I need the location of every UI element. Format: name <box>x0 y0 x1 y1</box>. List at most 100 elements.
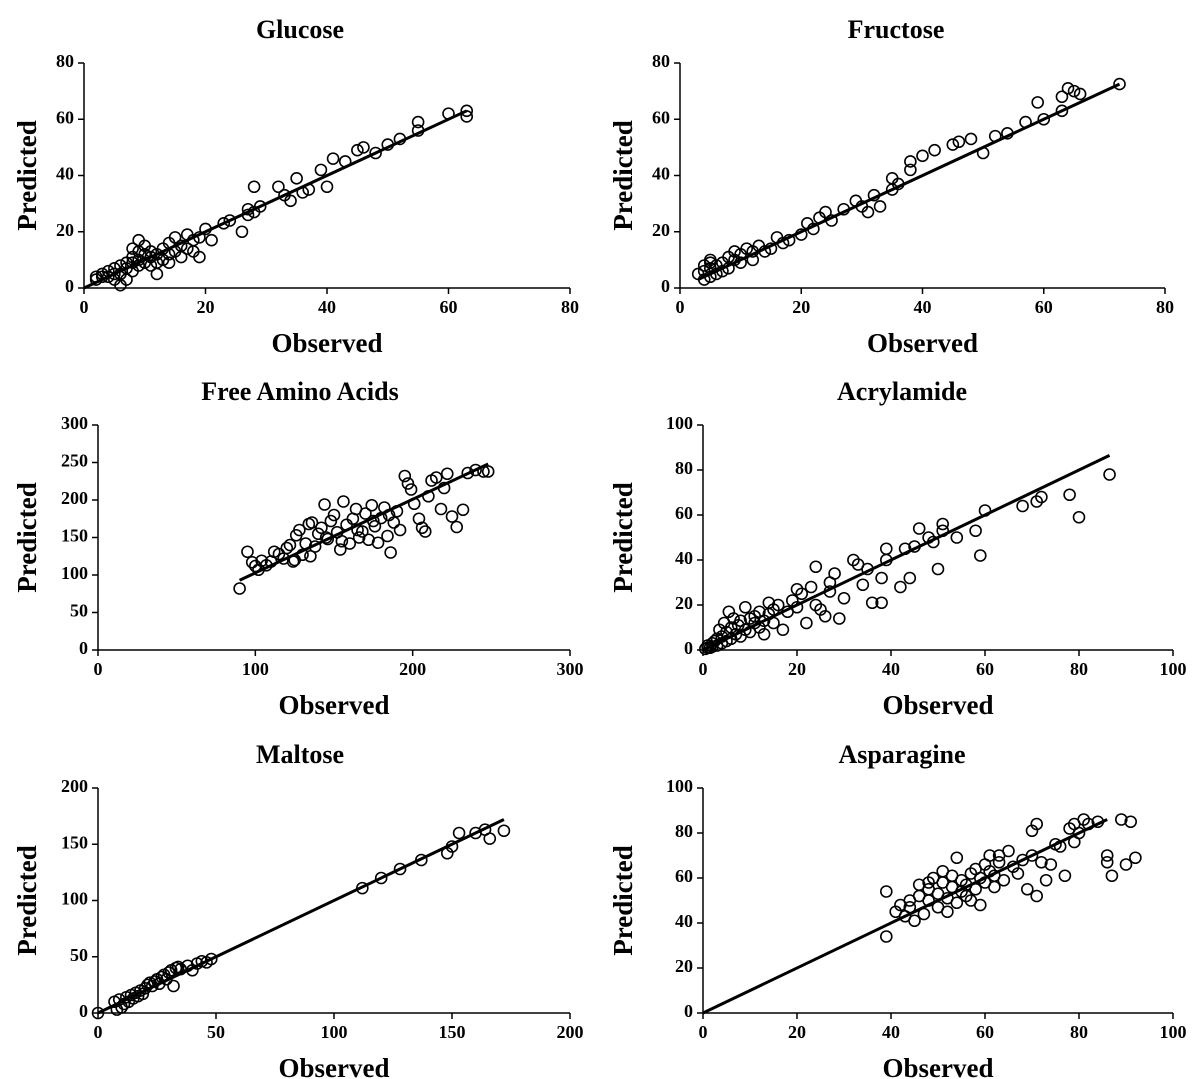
data-point <box>452 826 466 840</box>
data-point <box>102 264 115 278</box>
data-point <box>1021 882 1034 896</box>
x-tick-label: 0 <box>676 297 685 317</box>
data-point <box>928 143 941 157</box>
data-point <box>697 273 711 286</box>
y-axis-label: Predicted <box>12 482 42 592</box>
data-point <box>904 163 917 177</box>
data-point <box>917 907 931 921</box>
data-point <box>969 524 982 538</box>
data-point <box>740 242 753 255</box>
data-point <box>302 183 316 196</box>
x-axis-label: Observed <box>883 1053 994 1079</box>
y-tick-label: 250 <box>61 451 88 471</box>
data-point <box>828 567 841 580</box>
y-tick-label: 0 <box>684 638 693 658</box>
data-point <box>728 245 741 258</box>
x-tick-label: 100 <box>1160 1022 1187 1042</box>
data-point <box>327 508 341 522</box>
x-tick-label: 20 <box>792 297 810 317</box>
data-point <box>1082 817 1095 831</box>
data-point <box>320 180 334 194</box>
data-point <box>704 256 717 269</box>
data-point <box>167 979 180 993</box>
data-point <box>976 146 990 160</box>
data-point <box>1100 855 1114 869</box>
data-point <box>283 538 297 552</box>
data-point <box>171 960 185 974</box>
data-point <box>114 259 127 272</box>
data-point <box>126 242 139 255</box>
data-point <box>818 609 832 623</box>
y-tick-label: 0 <box>79 638 88 658</box>
data-point <box>794 228 808 241</box>
data-point <box>1105 869 1119 883</box>
data-point <box>195 954 209 968</box>
data-point <box>357 141 370 154</box>
data-point <box>223 214 237 227</box>
data-point <box>1055 104 1069 118</box>
data-point <box>1115 813 1128 826</box>
y-tick-label: 60 <box>675 503 693 523</box>
data-point <box>1019 115 1032 129</box>
data-point <box>304 549 317 563</box>
x-tick-label: 100 <box>242 659 269 679</box>
data-point <box>418 525 432 538</box>
data-point <box>1103 468 1116 481</box>
data-point <box>450 520 464 534</box>
data-point <box>1030 889 1043 903</box>
data-point <box>1035 490 1048 504</box>
y-axis-label: Predicted <box>608 482 638 592</box>
data-point <box>368 519 382 533</box>
data-point <box>280 541 294 555</box>
data-point <box>393 132 407 146</box>
data-point <box>365 498 379 512</box>
data-point <box>950 851 964 865</box>
data-point <box>398 469 412 483</box>
data-point <box>286 555 300 568</box>
data-point <box>415 521 429 535</box>
data-point <box>950 896 964 910</box>
y-tick-label: 200 <box>61 488 88 508</box>
y-tick-label: 40 <box>56 164 74 184</box>
y-tick-label: 150 <box>61 832 88 852</box>
data-point <box>873 200 887 213</box>
data-point <box>288 553 301 567</box>
x-tick-label: 0 <box>699 659 708 679</box>
data-point <box>338 155 352 168</box>
chart-panel: Maltose 0 50 100 150 200 0 50 100 150 200 Observed P… <box>12 740 583 1079</box>
data-point <box>771 598 785 612</box>
data-point <box>992 849 1006 862</box>
data-point <box>411 115 425 129</box>
x-axis-label: Observed <box>883 690 994 720</box>
data-point <box>483 832 497 845</box>
data-point <box>908 914 921 928</box>
x-axis-label: Observed <box>272 328 383 358</box>
y-tick-label: 80 <box>56 51 74 71</box>
y-tick-label: 50 <box>70 945 88 965</box>
data-point <box>477 465 490 478</box>
data-point <box>241 208 255 222</box>
data-point <box>903 900 917 914</box>
x-tick-label: 0 <box>94 1022 103 1042</box>
data-point <box>710 267 723 281</box>
data-point <box>898 542 912 556</box>
y-tick-label: 50 <box>70 601 88 621</box>
data-point <box>738 600 752 614</box>
x-tick-label: 80 <box>1070 659 1088 679</box>
data-point <box>832 612 846 625</box>
x-axis-label: Observed <box>867 328 978 358</box>
data-point <box>293 523 306 537</box>
data-point <box>1025 849 1039 862</box>
x-tick-label: 0 <box>80 297 89 317</box>
data-point <box>931 562 945 576</box>
y-tick-label: 20 <box>652 220 670 240</box>
data-point <box>936 524 950 538</box>
chart-panel: Asparagine 0 20 40 60 80 100 0 20 40 60 80 100 Observ… <box>608 740 1186 1079</box>
data-point <box>1072 826 1086 840</box>
data-point <box>381 138 395 151</box>
x-tick-label: 60 <box>976 1022 994 1042</box>
y-axis-label: Predicted <box>12 120 42 230</box>
y-tick-label: 100 <box>61 889 88 909</box>
data-point <box>825 214 838 227</box>
y-tick-label: 100 <box>666 776 693 796</box>
